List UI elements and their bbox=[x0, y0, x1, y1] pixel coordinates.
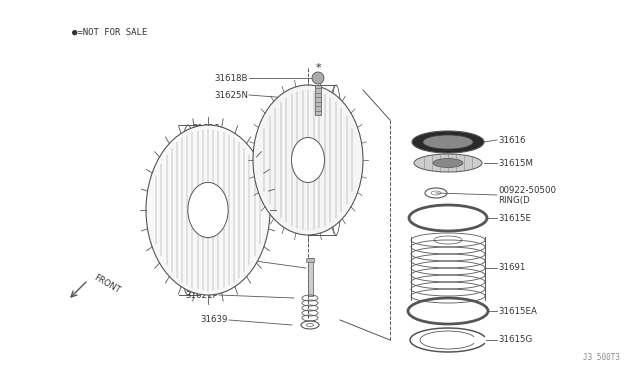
Text: 31639: 31639 bbox=[200, 315, 228, 324]
Ellipse shape bbox=[146, 125, 270, 295]
Text: 31616: 31616 bbox=[498, 135, 525, 144]
Text: 31615E: 31615E bbox=[498, 214, 531, 222]
Text: 31618: 31618 bbox=[182, 250, 210, 260]
Text: 31615EA: 31615EA bbox=[498, 307, 537, 315]
Text: 31618B: 31618B bbox=[214, 74, 248, 83]
Text: *: * bbox=[315, 63, 321, 73]
Text: 31625N: 31625N bbox=[214, 90, 248, 99]
Ellipse shape bbox=[253, 85, 363, 235]
Ellipse shape bbox=[412, 131, 484, 153]
Text: 31691: 31691 bbox=[498, 263, 525, 273]
Text: 31630: 31630 bbox=[193, 124, 220, 132]
Ellipse shape bbox=[188, 182, 228, 238]
Text: ●=NOT FOR SALE: ●=NOT FOR SALE bbox=[72, 28, 147, 37]
Ellipse shape bbox=[433, 158, 463, 167]
Text: 31615G: 31615G bbox=[498, 336, 532, 344]
Ellipse shape bbox=[414, 154, 482, 172]
Circle shape bbox=[312, 72, 324, 84]
Bar bbox=[306, 258, 314, 262]
Text: J3 500T3: J3 500T3 bbox=[583, 353, 620, 362]
Ellipse shape bbox=[423, 135, 473, 149]
Bar bbox=[307, 258, 312, 296]
Text: RING(D: RING(D bbox=[498, 196, 530, 205]
Ellipse shape bbox=[291, 138, 324, 183]
Bar bbox=[315, 85, 321, 115]
Text: 31615M: 31615M bbox=[498, 158, 533, 167]
Text: 00922-50500: 00922-50500 bbox=[498, 186, 556, 195]
Text: FRONT: FRONT bbox=[92, 273, 122, 295]
Text: 31621P: 31621P bbox=[186, 291, 218, 299]
